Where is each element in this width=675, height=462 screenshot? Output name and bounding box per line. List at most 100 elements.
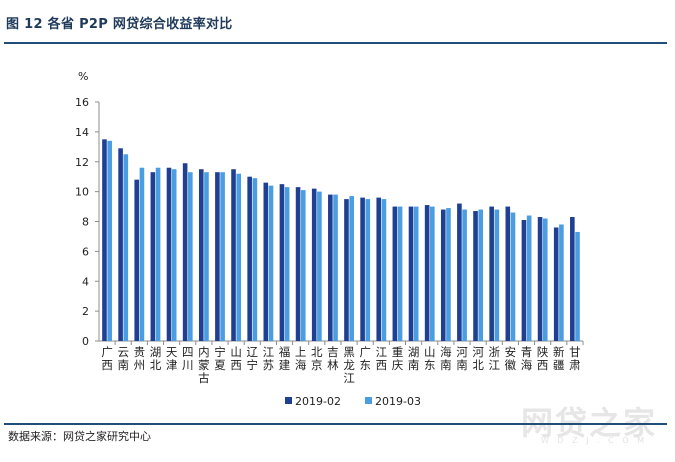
x-tick-label-char: 湖 xyxy=(150,345,162,359)
y-tick-label: 10 xyxy=(75,186,89,199)
x-tick-label-char: 江 xyxy=(489,358,501,372)
x-tick-label-char: 京 xyxy=(311,358,323,372)
x-tick-label-char: 北 xyxy=(150,358,162,372)
bar-2019-02 xyxy=(328,194,333,341)
x-tick-label-char: 辽 xyxy=(247,345,259,359)
bar-2019-03 xyxy=(446,208,451,341)
bar-2019-03 xyxy=(381,199,387,341)
y-unit-label: % xyxy=(78,70,88,83)
bar-2019-02 xyxy=(166,167,172,341)
bar-2019-03 xyxy=(542,218,548,341)
y-tick-label: 6 xyxy=(82,245,89,258)
x-tick-label-char: 宁 xyxy=(214,345,226,359)
figure-title: 图 12 各省 P2P 网贷综合收益率对比 xyxy=(6,17,233,32)
bar-2019-03 xyxy=(333,194,338,341)
x-tick-label-char: 山 xyxy=(230,345,242,359)
x-tick-label-char: 苏 xyxy=(263,358,275,372)
x-tick-label-char: 湖 xyxy=(408,345,420,359)
x-tick-label-char: 云 xyxy=(117,345,129,359)
bar-2019-02 xyxy=(521,220,527,341)
bar-2019-02 xyxy=(424,205,430,341)
x-tick-label-char: 西 xyxy=(230,358,242,372)
y-tick-label: 14 xyxy=(75,126,89,139)
watermark-sub: W D Z J . C O M xyxy=(540,436,647,445)
x-tick-label-char: 江 xyxy=(343,371,355,385)
legend-label: 2019-03 xyxy=(375,395,421,408)
bar-2019-02 xyxy=(198,169,204,341)
x-tick-label-char: 福 xyxy=(279,345,291,359)
bar-2019-03 xyxy=(123,154,129,341)
x-tick-label-char: 宁 xyxy=(247,358,259,372)
bar-2019-02 xyxy=(279,184,285,341)
bar-2019-03 xyxy=(462,209,467,341)
bar-2019-02 xyxy=(440,209,446,341)
bar-2019-03 xyxy=(107,140,112,341)
x-tick-label-char: 州 xyxy=(134,358,146,372)
bar-2019-02 xyxy=(553,227,559,341)
x-tick-label-char: 内 xyxy=(198,345,210,359)
x-tick-label-char: 江 xyxy=(376,345,388,359)
legend-label: 2019-02 xyxy=(295,395,341,408)
x-tick-label-char: 甘 xyxy=(569,345,581,359)
bar-2019-02 xyxy=(408,206,414,341)
x-tick-label-char: 东 xyxy=(359,358,371,372)
bar-2019-02 xyxy=(473,211,478,341)
x-tick-label-char: 广 xyxy=(101,345,113,359)
y-tick-label: 16 xyxy=(75,96,89,109)
x-tick-label-char: 林 xyxy=(327,358,339,372)
x-tick-label-char: 贵 xyxy=(134,345,146,359)
y-tick-label: 4 xyxy=(82,275,89,288)
bar-2019-02 xyxy=(102,139,107,341)
x-tick-label-char: 山 xyxy=(424,345,436,359)
bar-2019-02 xyxy=(150,172,156,341)
x-tick-label-char: 安 xyxy=(505,345,517,359)
bar-2019-03 xyxy=(575,231,580,341)
x-tick-label-char: 南 xyxy=(117,358,129,372)
x-tick-label-char: 津 xyxy=(166,358,178,372)
y-tick-label: 12 xyxy=(75,156,89,169)
bar-2019-03 xyxy=(252,178,258,341)
bar-2019-03 xyxy=(220,172,225,341)
bar-2019-03 xyxy=(268,185,274,341)
bar-2019-03 xyxy=(188,172,193,341)
x-tick-label-char: 西 xyxy=(376,358,388,372)
x-tick-label-char: 夏 xyxy=(214,358,226,372)
bar-2019-02 xyxy=(182,163,188,341)
x-tick-label-char: 新 xyxy=(553,345,565,359)
x-tick-label-char: 龙 xyxy=(343,358,355,372)
bar-2019-02 xyxy=(263,182,269,341)
bar-2019-02 xyxy=(457,203,462,341)
x-tick-label-char: 海 xyxy=(440,345,452,359)
source-note: 数据来源：网贷之家研究中心 xyxy=(8,430,151,443)
bar-2019-02 xyxy=(134,179,140,341)
bar-2019-02 xyxy=(537,217,543,341)
bar-2019-02 xyxy=(118,148,123,341)
x-tick-label-char: 疆 xyxy=(553,358,565,372)
x-tick-label-char: 河 xyxy=(472,345,484,359)
x-tick-label-char: 蒙 xyxy=(198,358,210,372)
x-tick-label-char: 南 xyxy=(408,358,420,372)
legend-swatch xyxy=(365,397,372,404)
bar-2019-03 xyxy=(204,172,209,341)
x-tick-label-char: 西 xyxy=(101,358,113,372)
bar-2019-03 xyxy=(430,206,435,341)
bar-2019-03 xyxy=(397,206,403,341)
bar-2019-03 xyxy=(284,187,290,341)
x-tick-label-char: 徽 xyxy=(505,358,517,372)
x-tick-label-char: 南 xyxy=(440,358,452,372)
y-tick-label: 8 xyxy=(82,216,89,229)
bar-2019-02 xyxy=(295,187,301,341)
x-tick-label-char: 古 xyxy=(198,371,210,385)
x-tick-label-char: 重 xyxy=(392,345,404,359)
x-tick-label-char: 江 xyxy=(263,345,275,359)
bar-2019-03 xyxy=(478,209,484,341)
bar-2019-03 xyxy=(236,173,242,341)
bar-2019-03 xyxy=(317,191,322,341)
x-tick-label-char: 庆 xyxy=(392,358,404,372)
x-tick-label-char: 北 xyxy=(472,358,484,372)
bar-2019-02 xyxy=(392,206,398,341)
x-tick-label-char: 川 xyxy=(182,358,194,372)
y-tick-label: 0 xyxy=(82,335,89,348)
legend-swatch xyxy=(285,397,292,404)
